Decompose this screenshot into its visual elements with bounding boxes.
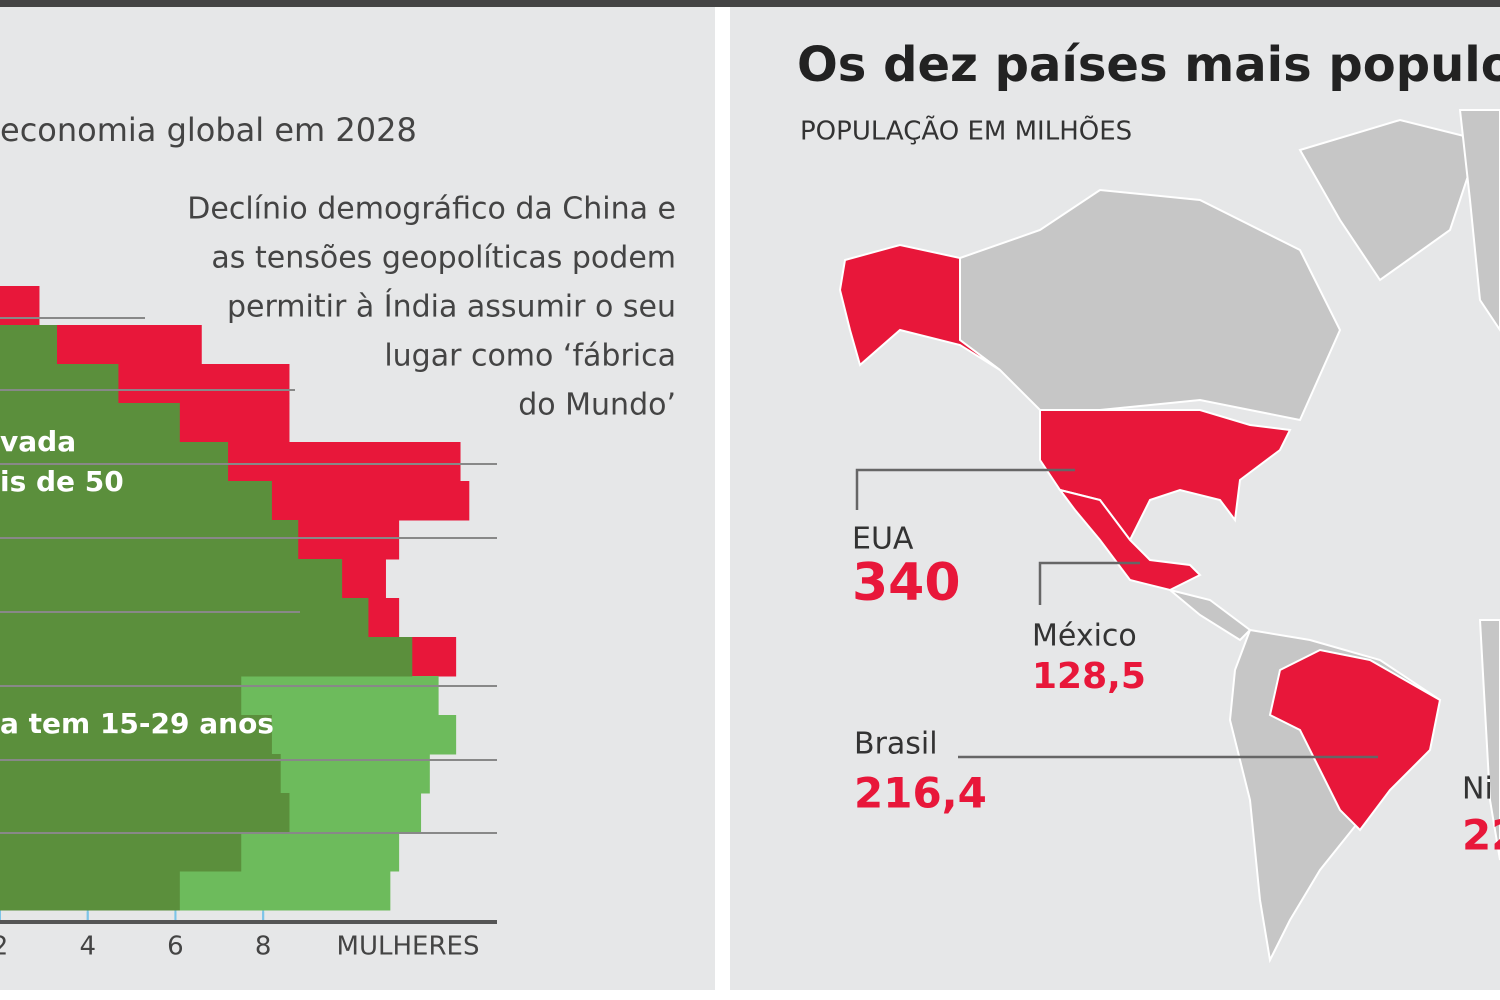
alaska xyxy=(838,243,1001,371)
annotation: do Mundo’ xyxy=(518,388,676,423)
annotation: as tensões geopolíticas podem xyxy=(211,241,676,276)
country-name: Brasil xyxy=(854,727,938,762)
bar xyxy=(0,715,272,755)
bar xyxy=(0,598,369,638)
x-tick-label: 2 xyxy=(0,932,8,962)
annotation: permitir à Índia assumir o seu xyxy=(227,289,676,325)
bar xyxy=(0,325,58,365)
x-axis-label: MULHERES xyxy=(337,932,480,962)
bar xyxy=(0,364,119,404)
leader-line xyxy=(1038,561,1140,605)
mexico xyxy=(1057,488,1202,592)
country-value: 216,4 xyxy=(854,769,987,818)
central-america xyxy=(1169,589,1252,642)
bar xyxy=(0,676,242,716)
map: Os dez países mais populo POPULAÇÃO EM M… xyxy=(797,37,1500,964)
x-tick-label: 4 xyxy=(79,932,96,962)
annotation: Declínio demográfico da China e xyxy=(187,192,676,227)
label: is de 50 xyxy=(0,465,124,498)
x-tick-label: 8 xyxy=(255,932,272,962)
bar xyxy=(0,442,229,482)
map-title: Os dez países mais populo xyxy=(797,37,1500,93)
bar xyxy=(0,871,180,911)
canada xyxy=(959,188,1342,422)
top-rule xyxy=(0,0,1500,7)
bar xyxy=(0,520,299,560)
country-name: México xyxy=(1032,619,1137,654)
brazil xyxy=(1268,648,1442,832)
africa xyxy=(1478,619,1500,861)
leader-line xyxy=(855,468,1075,510)
map-subtitle: POPULAÇÃO EM MILHÕES xyxy=(800,115,1132,147)
bar xyxy=(0,637,413,677)
bar xyxy=(0,832,242,872)
bar xyxy=(0,793,290,833)
annotation: lugar como ‘fábrica xyxy=(384,339,676,374)
greenland xyxy=(1298,118,1482,282)
bar xyxy=(0,403,180,443)
country-name: EUA xyxy=(852,522,914,557)
country-value: 22 xyxy=(1462,811,1500,860)
subtitle: economia global em 2028 xyxy=(0,111,417,149)
bar xyxy=(0,481,272,521)
bar xyxy=(0,559,343,599)
country-value: 340 xyxy=(852,553,961,613)
country-value: 128,5 xyxy=(1032,656,1146,697)
pyramid: economia global em 2028 Declínio demográ… xyxy=(0,111,676,962)
bar xyxy=(0,286,40,326)
x-tick-label: 6 xyxy=(167,932,184,962)
eurasia xyxy=(1458,109,1500,332)
label: a tem 15-29 anos xyxy=(0,707,274,740)
label: vada xyxy=(0,425,76,458)
country-name: Ni xyxy=(1462,772,1493,807)
